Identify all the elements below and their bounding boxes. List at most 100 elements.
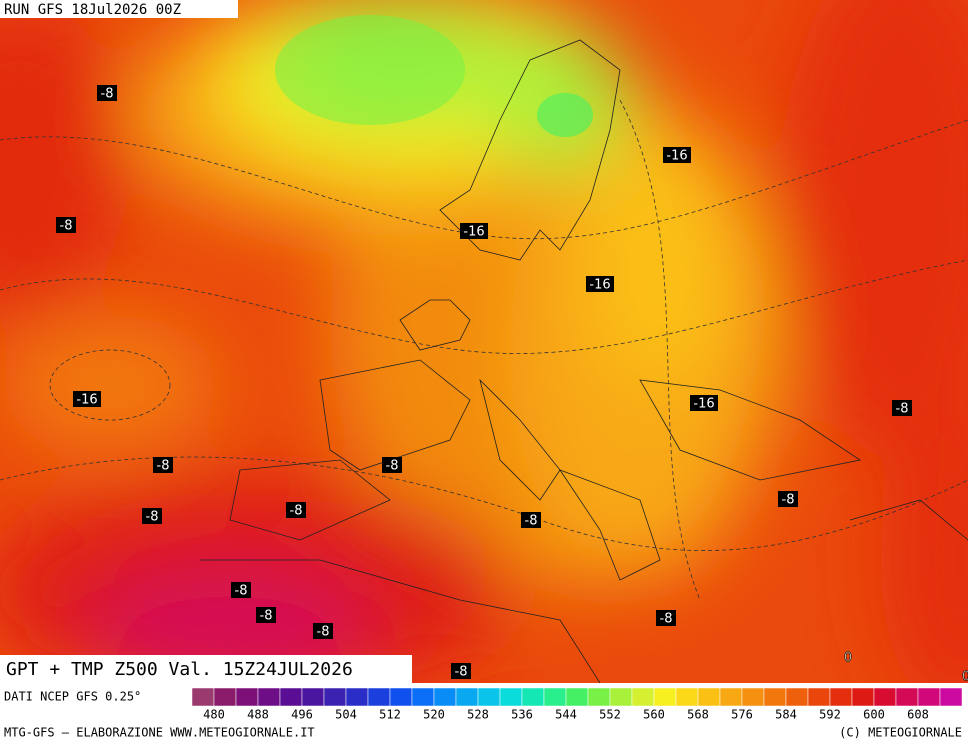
color-swatch [939,687,963,707]
color-swatch [609,687,633,707]
color-swatch [565,687,589,707]
label-box [521,512,541,528]
contour-label: -8 [525,514,538,529]
contour-label: -8 [896,402,909,417]
color-swatch [851,687,875,707]
contour-label: -8 [455,665,468,680]
credit: MTG-GFS — ELABORAZIONE WWW.METEOGIORNALE… [4,726,315,740]
contour-label: 0 [844,651,852,666]
scale-label: 576 [731,708,753,722]
contour-label: -8 [101,87,114,102]
color-swatch [389,687,413,707]
color-swatch [873,687,897,707]
label-box [256,607,276,623]
label-box [663,147,691,163]
scale-label: 608 [907,708,929,722]
color-swatch [191,687,215,707]
data-source: DATI NCEP GFS 0.25° [4,690,141,704]
label-box [382,457,402,473]
label-box [451,663,471,679]
label-box [153,457,173,473]
color-swatch [741,687,765,707]
scale-label: 552 [599,708,621,722]
contour-label: -8 [660,612,673,627]
scale-label: 512 [379,708,401,722]
color-swatch [543,687,567,707]
color-swatch [763,687,787,707]
contour-label: -16 [693,397,714,412]
isohypses [0,99,968,601]
color-swatch [807,687,831,707]
color-swatch [917,687,941,707]
contour-label: 0 [962,670,968,685]
label-box [142,508,162,524]
scale-label: 560 [643,708,665,722]
contour-label: -16 [463,225,484,240]
color-swatch [279,687,303,707]
label-box [460,223,488,239]
color-swatch [235,687,259,707]
contour-label: -8 [386,459,399,474]
scale-label: 488 [247,708,269,722]
label-box [313,623,333,639]
contour-label: -8 [60,219,73,234]
contour-label: -16 [589,278,610,293]
color-swatch [499,687,523,707]
label-box [286,502,306,518]
contour-label: -8 [290,504,303,519]
color-swatch [257,687,281,707]
color-swatch [455,687,479,707]
scale-label: 496 [291,708,313,722]
label-box [778,491,798,507]
copyright: (C) METEOGIORNALE [839,726,962,740]
scale-label: 584 [775,708,797,722]
color-swatch [719,687,743,707]
map: -8-8 -16-16-16-16 -16 -8-8 -8-8-8 -8-8-8-8-8-… [0,0,968,685]
label-box [656,610,676,626]
color-swatch [895,687,919,707]
coastlines [200,39,968,683]
contour-label: -8 [317,625,330,640]
scale-label: 568 [687,708,709,722]
color-swatch [675,687,699,707]
color-swatch [411,687,435,707]
scale-label: 504 [335,708,357,722]
label-box [690,395,718,411]
contour-label: -8 [260,609,273,624]
contour-label: -8 [782,493,795,508]
scale-label: 528 [467,708,489,722]
color-swatch [631,687,655,707]
label-box [73,391,101,407]
contour-label: -8 [235,584,248,599]
scale-label: 592 [819,708,841,722]
scale-label: 480 [203,708,225,722]
color-scale: 480 488 496 504 512 520 528 536 544 552 560 568 576 5… [191,687,963,722]
color-swatch [213,687,237,707]
color-swatch [367,687,391,707]
scale-label: 520 [423,708,445,722]
run-label: RUN GFS 18Jul2026 00Z [4,2,181,18]
contour-label: -8 [157,459,170,474]
contour-label: -8 [146,510,159,525]
contour-label: -16 [666,149,687,164]
color-swatch [653,687,677,707]
color-swatch [587,687,611,707]
contour-labels: -8-8 -16-16-16-16 -16 -8-8 -8-8-8 -8-8-8-8-8-… [56,85,968,685]
color-swatch [345,687,369,707]
color-swatch [433,687,457,707]
label-box [231,582,251,598]
header-box [0,0,238,18]
contour-label: -16 [76,393,97,408]
title-box [0,655,412,683]
label-box [97,85,117,101]
scale-label: 536 [511,708,533,722]
color-swatch [477,687,501,707]
color-swatch [323,687,347,707]
color-swatch [785,687,809,707]
color-swatch [301,687,325,707]
scale-label: 544 [555,708,577,722]
label-box [892,400,912,416]
label-box [56,217,76,233]
color-swatch [521,687,545,707]
